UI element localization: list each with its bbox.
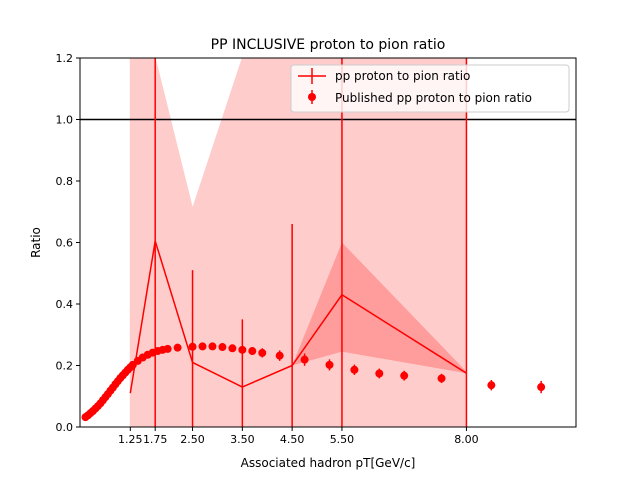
y-axis-label: Ratio bbox=[29, 227, 43, 258]
legend-box bbox=[290, 64, 570, 113]
x-tick-label: 5.50 bbox=[330, 433, 355, 446]
y-tick-label: 0.2 bbox=[56, 360, 74, 373]
x-axis: 1.25 1.75 2.50 3.50 4.50 5.50 8.00 bbox=[118, 427, 479, 446]
x-tick-label: 2.50 bbox=[180, 433, 205, 446]
series-2-point bbox=[300, 355, 309, 364]
uncertainty-bands bbox=[129, 58, 467, 427]
series-2-point bbox=[228, 344, 237, 353]
series-2-point bbox=[325, 360, 334, 369]
series-2-point bbox=[375, 369, 384, 378]
y-tick-label: 1.0 bbox=[56, 114, 74, 127]
y-tick-label: 0.4 bbox=[56, 298, 74, 311]
x-tick-label: 4.50 bbox=[280, 433, 305, 446]
series-2-point bbox=[173, 343, 182, 352]
series-2-point bbox=[208, 342, 217, 351]
series-2-point bbox=[188, 342, 197, 351]
series-2-point bbox=[238, 345, 247, 354]
series-2-point bbox=[258, 348, 267, 357]
legend-marker-swatch bbox=[308, 93, 316, 101]
series-2-point bbox=[198, 342, 207, 351]
x-axis-label: Associated hadron pT[GeV/c] bbox=[241, 456, 416, 470]
y-tick-label: 0.0 bbox=[56, 421, 74, 434]
series-2-point bbox=[163, 344, 172, 353]
y-tick-label: 1.2 bbox=[56, 52, 74, 65]
series-2-point bbox=[248, 347, 257, 356]
series-2-point bbox=[275, 351, 284, 360]
y-tick-label: 0.6 bbox=[56, 237, 74, 250]
x-tick-label: 1.25 bbox=[118, 433, 143, 446]
series-2-point bbox=[350, 365, 359, 374]
x-tick-label: 3.50 bbox=[230, 433, 255, 446]
series-2-point bbox=[537, 383, 546, 392]
series-2-point bbox=[437, 374, 446, 383]
x-tick-label: 8.00 bbox=[454, 433, 479, 446]
legend-label-series-1: pp proton to pion ratio bbox=[335, 69, 470, 83]
inner-uncertainty-band bbox=[292, 242, 467, 374]
series-2-point bbox=[218, 343, 227, 352]
series-2-point bbox=[487, 381, 496, 390]
series-layer bbox=[81, 58, 546, 427]
x-tick-label: 1.75 bbox=[143, 433, 168, 446]
chart-title: PP INCLUSIVE proton to pion ratio bbox=[211, 37, 446, 53]
y-tick-label: 0.8 bbox=[56, 175, 74, 188]
series-2-point bbox=[400, 371, 409, 380]
legend: pp proton to pion ratio Published pp pro… bbox=[290, 64, 570, 113]
legend-label-series-2: Published pp proton to pion ratio bbox=[335, 91, 532, 105]
y-axis: 0.0 0.2 0.4 0.6 0.8 1.0 1.2 bbox=[56, 52, 80, 434]
